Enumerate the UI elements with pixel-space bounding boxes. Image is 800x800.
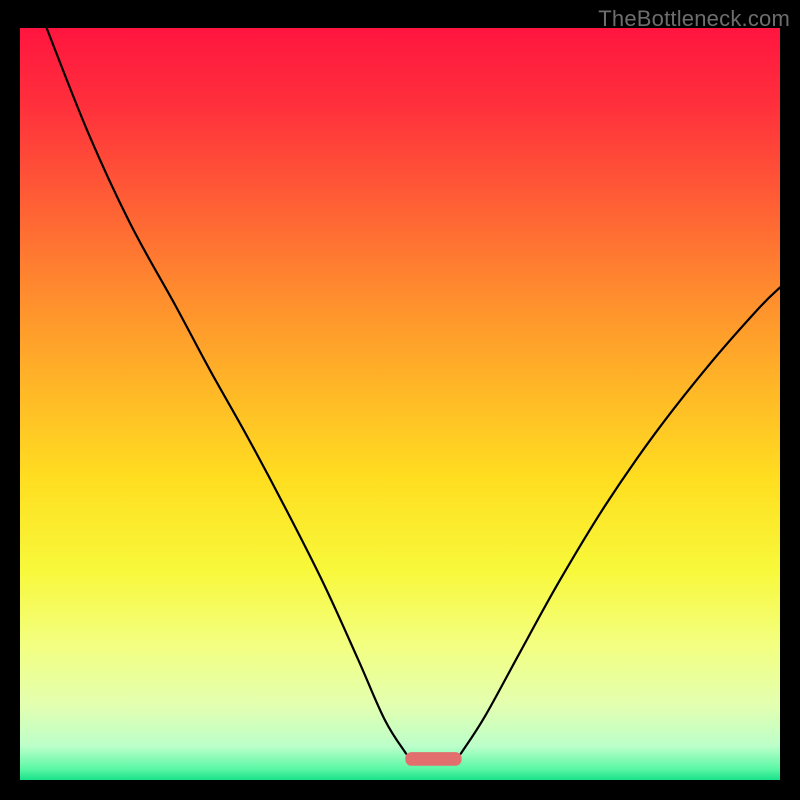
watermark-text: TheBottleneck.com [598, 6, 790, 32]
gradient-plot-area [20, 28, 780, 780]
chart-container: TheBottleneck.com [0, 0, 800, 800]
valley-marker [405, 752, 461, 766]
bottleneck-chart [0, 0, 800, 800]
